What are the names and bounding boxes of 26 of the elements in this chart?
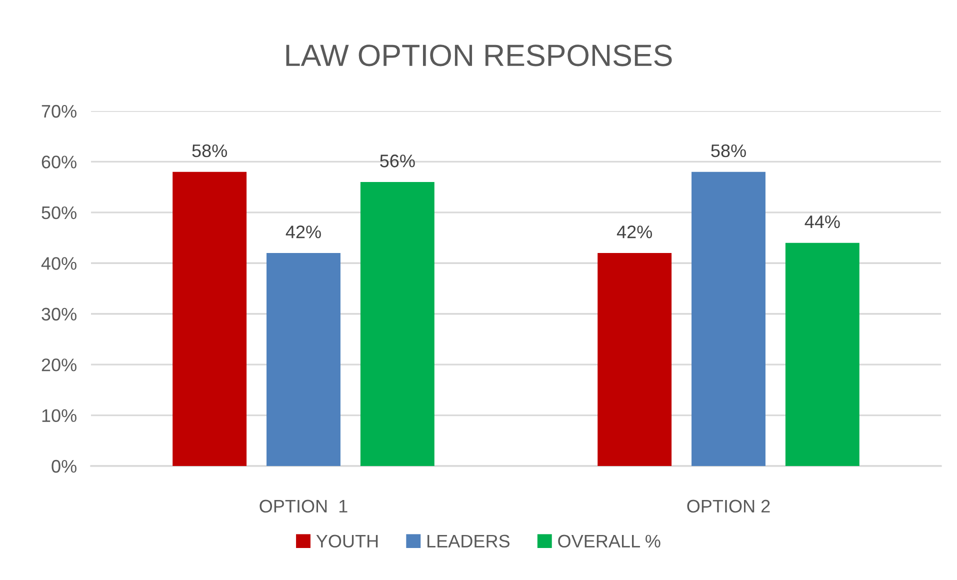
y-tick-label: 50%	[42, 206, 76, 220]
legend-label: OVERALL %	[558, 534, 660, 548]
data-label: 58%	[192, 144, 227, 158]
y-tick-label: 60%	[42, 156, 76, 168]
bar	[692, 172, 766, 466]
legend-label: LEADERS	[428, 534, 510, 548]
bar	[172, 172, 247, 466]
y-tick-label: 10%	[42, 409, 76, 422]
y-tick-label: 30%	[42, 308, 76, 321]
legend-label: YOUTH	[316, 534, 378, 548]
y-tick-label: 0%	[52, 460, 76, 473]
x-tick-label: OPTION 1	[260, 500, 348, 513]
y-tick-label: 70%	[42, 104, 76, 118]
data-label: 44%	[804, 215, 840, 228]
y-tick-label: 40%	[41, 257, 76, 270]
data-label: 42%	[616, 226, 652, 238]
bar	[360, 182, 434, 466]
data-label: 58%	[711, 144, 746, 158]
bar	[785, 242, 860, 466]
chart-title: LAW OPTION RESPONSES	[286, 44, 672, 66]
bar	[598, 253, 672, 466]
x-tick-label: OPTION 2	[687, 500, 770, 513]
bar	[266, 253, 340, 466]
data-label: 56%	[380, 154, 415, 168]
data-label: 42%	[286, 226, 321, 238]
y-tick-label: 20%	[42, 358, 76, 372]
